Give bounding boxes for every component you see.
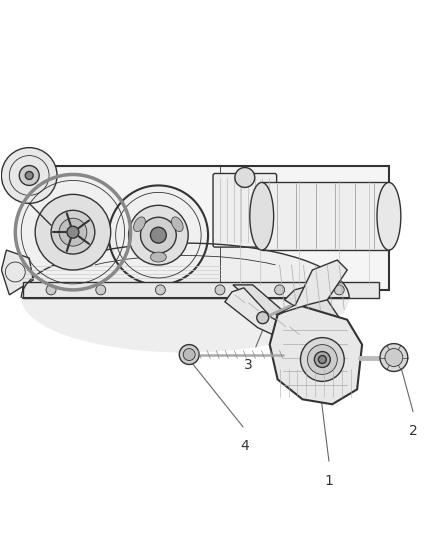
Circle shape [51,211,95,254]
Circle shape [257,312,268,324]
Circle shape [334,285,344,295]
Ellipse shape [171,217,183,231]
Circle shape [150,227,166,243]
Circle shape [15,174,131,290]
Circle shape [275,285,285,295]
Text: 4: 4 [240,439,249,453]
Polygon shape [1,250,33,295]
Circle shape [59,218,87,246]
Circle shape [19,166,39,185]
Circle shape [109,185,208,285]
Polygon shape [23,166,389,290]
Ellipse shape [134,217,145,231]
FancyBboxPatch shape [213,173,277,247]
Polygon shape [270,305,362,404]
Circle shape [314,352,330,367]
Circle shape [385,349,403,367]
Circle shape [318,356,326,364]
Circle shape [300,337,344,382]
Text: 3: 3 [244,358,252,372]
Circle shape [183,349,195,360]
Polygon shape [225,288,294,340]
Circle shape [141,217,176,253]
Text: 2: 2 [410,424,418,438]
Circle shape [96,285,106,295]
Text: 1: 1 [325,474,334,488]
Polygon shape [276,260,347,315]
Circle shape [155,285,165,295]
Circle shape [1,148,57,203]
Circle shape [25,172,33,180]
Circle shape [67,226,79,238]
Circle shape [307,345,337,375]
Wedge shape [25,251,121,288]
Circle shape [46,285,56,295]
Polygon shape [285,286,339,330]
Circle shape [129,205,188,265]
Polygon shape [233,285,316,340]
Ellipse shape [150,252,166,262]
FancyBboxPatch shape [262,182,389,250]
Circle shape [235,167,255,188]
Circle shape [179,345,199,365]
Ellipse shape [21,243,349,352]
Polygon shape [23,282,379,298]
Circle shape [35,195,111,270]
Ellipse shape [250,182,274,250]
Ellipse shape [377,182,401,250]
Circle shape [380,344,408,372]
Circle shape [215,285,225,295]
